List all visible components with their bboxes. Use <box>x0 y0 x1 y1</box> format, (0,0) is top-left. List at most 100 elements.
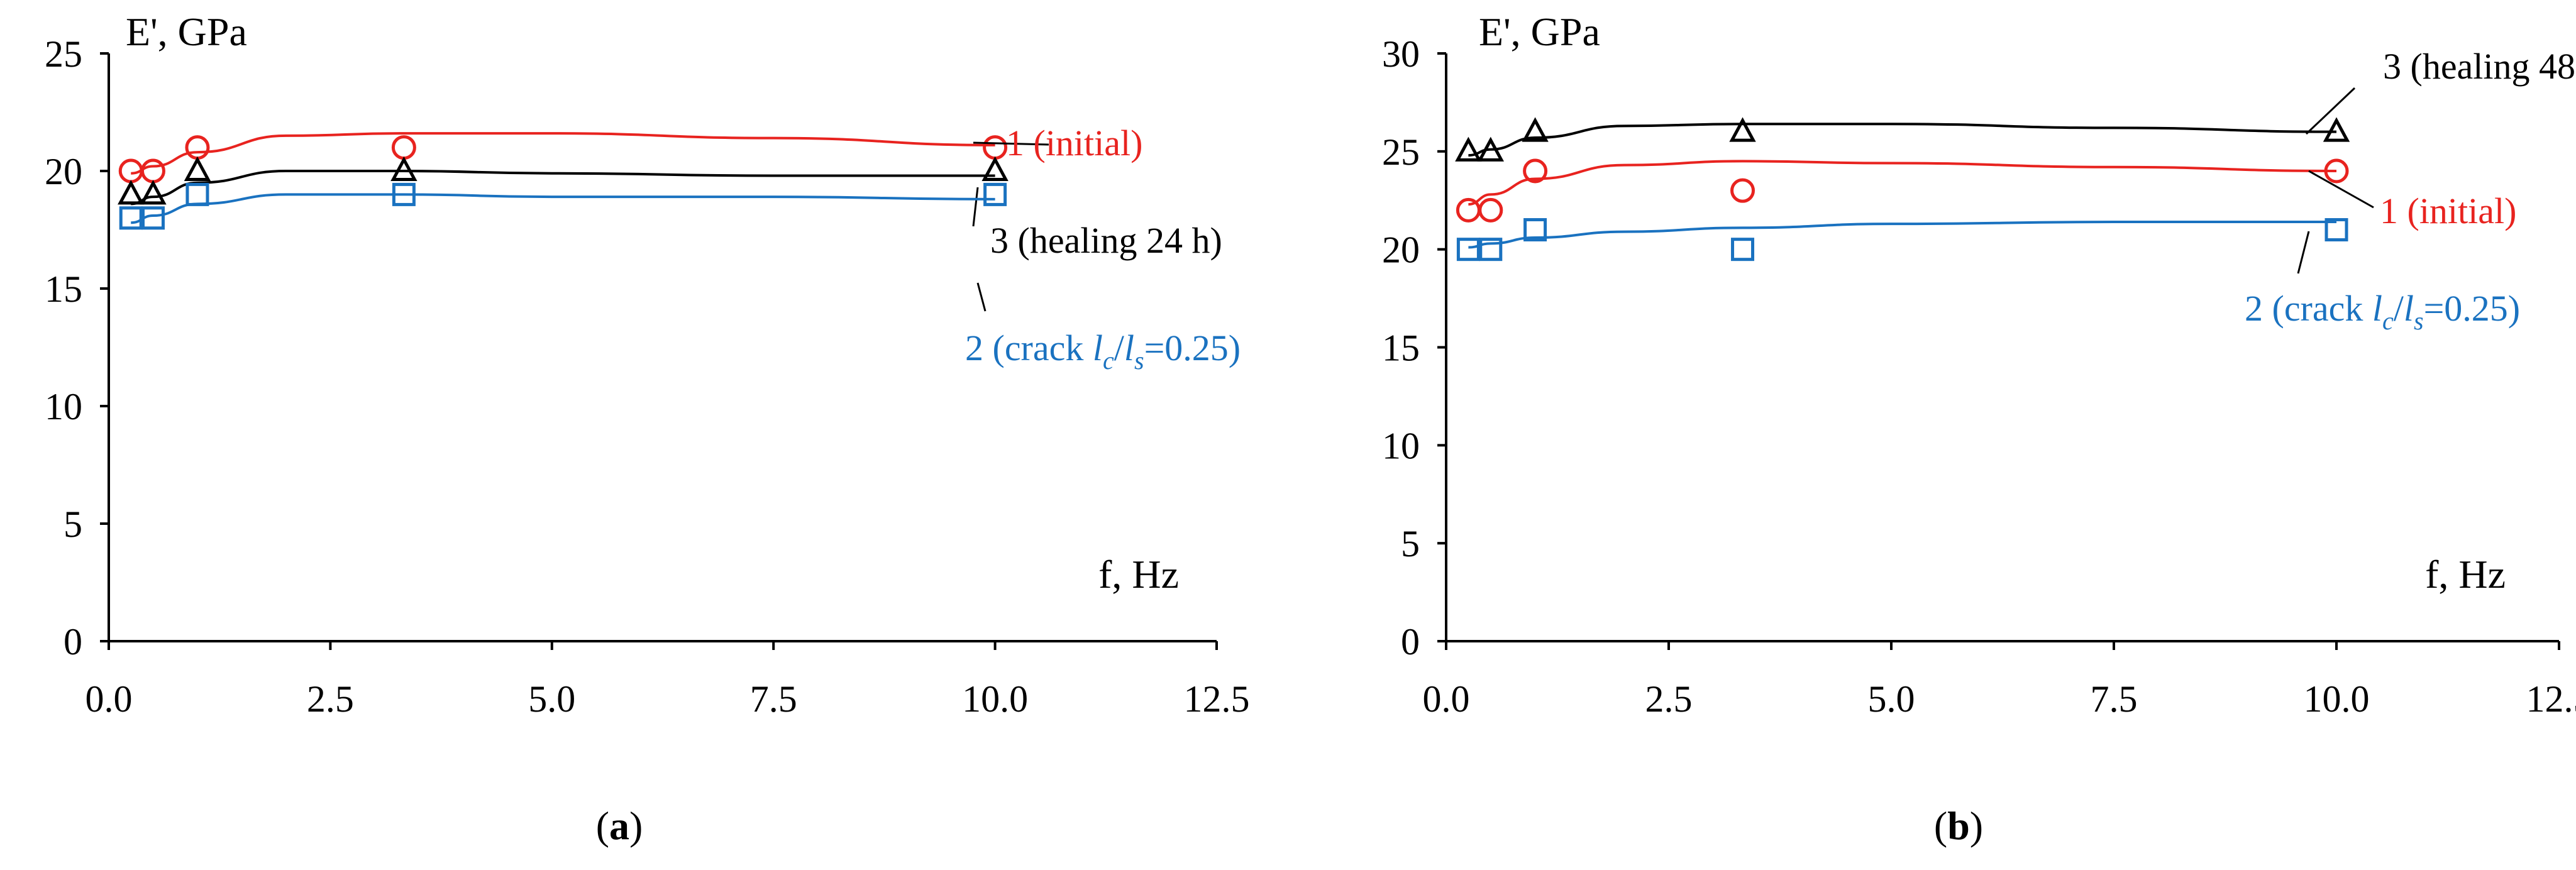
series-1: 1 (initial) <box>118 123 1142 184</box>
data-point-circle <box>983 135 1008 160</box>
data-point-circle <box>391 135 416 160</box>
data-point-triangle <box>1522 117 1549 142</box>
y-tick-label: 20 <box>1382 229 1420 271</box>
panel-b-caption: (b) <box>1934 803 1983 848</box>
y-tick-label: 25 <box>45 33 82 75</box>
x-axis-title: f, Hz <box>1098 552 1179 597</box>
x-tick-label: 2.5 <box>307 678 354 720</box>
y-tick-label: 15 <box>1382 328 1420 369</box>
label-var: l <box>2372 288 2382 329</box>
y-tick-label: 5 <box>1401 523 1420 564</box>
trend-line <box>1468 160 2337 206</box>
data-point-square <box>983 182 1007 206</box>
x-tick-label: 0.0 <box>1423 678 1470 720</box>
data-point-triangle <box>390 156 417 181</box>
data-point-square <box>1456 238 1480 262</box>
y-axis-title: E', GPa <box>126 9 247 54</box>
series-3: 2 (crack lc/ls=0.25) <box>119 182 1241 375</box>
data-point-square <box>119 206 143 230</box>
label-var: l <box>2404 288 2414 329</box>
label-leader-line <box>973 141 1049 146</box>
label-subscript: c <box>2382 307 2394 335</box>
series-2: 3 (healing 24 h) <box>118 156 1222 261</box>
trend-line <box>1468 221 2336 249</box>
x-tick-label: 12.5 <box>1184 678 1250 720</box>
panel-b-chart: 0 5 10 15 20 25 30 0.0 2.5 5.0 7.5 10.0 12.5 E', GPa f… <box>1382 9 2576 720</box>
label-subscript: c <box>1103 346 1114 375</box>
data-point-circle <box>140 158 165 184</box>
series-label: 3 (healing 24 h) <box>990 220 1222 261</box>
x-tick-label: 10.0 <box>2304 678 2370 720</box>
x-tick-label: 7.5 <box>750 678 797 720</box>
label-leader-line <box>976 282 987 312</box>
data-point-triangle <box>1729 117 1756 142</box>
x-tick-label: 12.5 <box>2526 678 2576 720</box>
data-point-triangle <box>1455 136 1482 162</box>
y-tick-label: 20 <box>45 151 82 192</box>
series-label: 2 (crack lc/ls=0.25) <box>2245 288 2520 335</box>
label-text: =0.25) <box>1144 328 1241 368</box>
label-subscript: s <box>2414 307 2424 335</box>
trend-line <box>131 169 995 206</box>
data-point-circle <box>2324 158 2349 184</box>
label-leader-line <box>2308 170 2374 209</box>
y-tick-label: 15 <box>45 268 82 310</box>
series-3: 2 (crack lc/ls=0.25) <box>1456 218 2520 335</box>
x-tick-label: 7.5 <box>2091 678 2138 720</box>
data-point-triangle <box>140 180 167 205</box>
data-point-triangle <box>184 156 211 181</box>
panel-a-caption: (a) <box>596 803 643 848</box>
x-tick-label: 10.0 <box>962 678 1028 720</box>
panel-b-caption-letter: b <box>1947 803 1970 848</box>
data-point-circle <box>185 135 210 160</box>
data-point-square <box>185 182 209 206</box>
x-tick-label: 0.0 <box>86 678 133 720</box>
y-tick-label: 10 <box>1382 425 1420 466</box>
series-1: 3 (healing 48 h) <box>1455 46 2576 162</box>
label-text: / <box>1114 328 1125 368</box>
trend-line <box>131 132 995 175</box>
data-point-square <box>2324 218 2348 241</box>
y-tick-label: 30 <box>1382 33 1420 75</box>
label-text: 2 (crack <box>2245 288 2372 329</box>
data-point-triangle <box>118 180 145 205</box>
data-point-triangle <box>981 156 1009 181</box>
label-var: l <box>1124 328 1134 368</box>
data-point-circle <box>1456 197 1481 223</box>
series-label: 2 (crack lc/ls=0.25) <box>965 328 1241 375</box>
data-point-circle <box>1730 178 1755 203</box>
data-point-square <box>1479 238 1503 262</box>
data-point-square <box>141 206 165 230</box>
trend-line <box>1468 123 2337 157</box>
x-tick-label: 5.0 <box>528 678 575 720</box>
data-point-square <box>392 182 416 206</box>
series-label: 3 (healing 48 h) <box>2383 46 2576 87</box>
y-axis-title: E', GPa <box>1479 9 1600 54</box>
label-text: 2 (crack <box>965 328 1093 368</box>
label-leader-line <box>2305 87 2356 135</box>
label-text: / <box>2394 288 2404 329</box>
data-point-triangle <box>2323 117 2350 142</box>
y-tick-label: 0 <box>1401 621 1420 663</box>
trend-line <box>131 193 995 224</box>
data-point-circle <box>1523 158 1548 184</box>
y-tick-label: 10 <box>45 386 82 427</box>
data-point-square <box>1523 218 1547 241</box>
label-subscript: s <box>1134 346 1144 375</box>
y-tick-label: 5 <box>64 504 82 545</box>
series-2: 1 (initial) <box>1456 158 2516 231</box>
data-point-circle <box>1478 197 1503 223</box>
data-point-triangle <box>1477 136 1504 162</box>
x-axis-title: f, Hz <box>2425 552 2506 597</box>
y-tick-label: 0 <box>64 621 82 663</box>
y-tick-label: 25 <box>1382 131 1420 173</box>
panel-a-caption-letter: a <box>609 803 629 848</box>
x-tick-label: 2.5 <box>1645 678 1693 720</box>
x-tick-label: 5.0 <box>1868 678 1915 720</box>
label-leader-line <box>2297 231 2310 274</box>
label-leader-line <box>972 187 979 227</box>
data-point-square <box>1731 238 1755 262</box>
label-var: l <box>1093 328 1103 368</box>
label-text: =0.25) <box>2424 288 2521 329</box>
